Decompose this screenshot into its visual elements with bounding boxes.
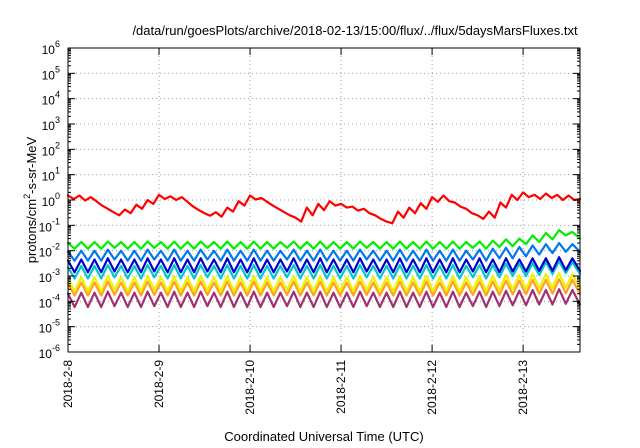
y-tick-label: 106: [42, 39, 60, 57]
y-tick-label: 10-4: [39, 292, 60, 310]
data-series: [66, 191, 582, 309]
x-tick-label: 2018-2-8: [61, 360, 75, 408]
y-tick-label: 100: [42, 191, 60, 209]
plot-frame: [67, 47, 581, 353]
series-line-2: [66, 229, 582, 250]
series-line-7: [66, 278, 582, 297]
grid-lines: [68, 48, 580, 352]
y-tick-label: 10-2: [39, 242, 60, 260]
y-tick-label: 10-1: [39, 216, 60, 234]
chart-title: /data/run/goesPlots/archive/2018-02-13/1…: [132, 23, 578, 38]
series-line-8: [66, 288, 582, 309]
y-tick-label: 104: [42, 90, 60, 108]
y-tick-label: 105: [42, 64, 60, 82]
series-line-4: [66, 256, 582, 274]
series-line-6: [66, 272, 582, 293]
y-tick-label: 102: [42, 140, 60, 158]
axes: 10-6 10-5 10-4 10-3 10-2 10-1 100 101 102 103 104 1…: [39, 39, 580, 415]
y-tick-label: 101: [42, 166, 60, 184]
y-tick-label: 10-6: [39, 343, 60, 361]
x-tick-label: 2018-2-13: [516, 360, 530, 415]
series-line-1: [66, 191, 582, 225]
y-axis-label: protons/cm2-s-sr-MeV: [22, 136, 39, 263]
x-tick-label: 2018-2-9: [152, 360, 166, 408]
x-tick-label: 2018-2-10: [243, 360, 257, 415]
x-tick-label: 2018-2-12: [425, 360, 439, 415]
x-tick-label: 2018-2-11: [334, 360, 348, 414]
series-line-3: [66, 241, 582, 262]
y-tick-label: 10-3: [39, 267, 60, 285]
y-tick-label: 10-5: [39, 318, 60, 336]
x-axis-label: Coordinated Universal Time (UTC): [224, 429, 423, 444]
series-line-5: [66, 260, 582, 280]
y-tick-label: 103: [42, 115, 60, 133]
